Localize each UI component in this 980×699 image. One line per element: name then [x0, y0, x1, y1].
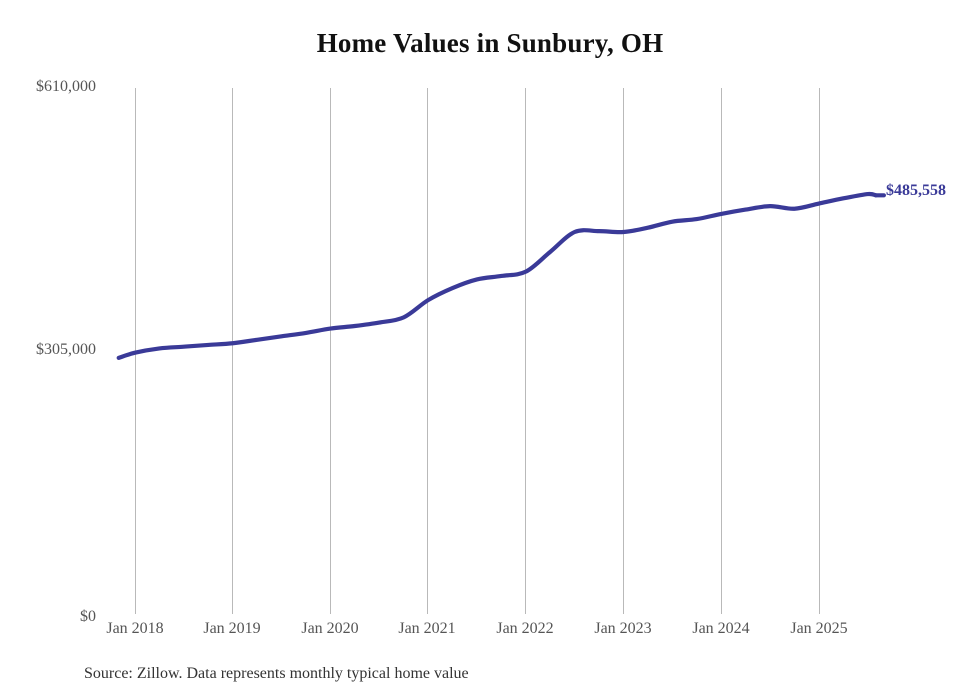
gridline-jan-2025	[819, 88, 820, 614]
x-axis-tick-jan-2021: Jan 2021	[398, 620, 456, 637]
source-note: Source: Zillow. Data represents monthly …	[84, 665, 469, 682]
chart-title: Home Values in Sunbury, OH	[316, 28, 664, 58]
y-axis-tick-top: $610,000	[36, 78, 96, 95]
y-axis-tick-middle: $305,000	[36, 341, 96, 358]
x-axis-tick-jan-2023: Jan 2023	[594, 620, 652, 637]
gridline-jan-2021	[427, 88, 428, 614]
series-end-value-label: $485,558	[886, 182, 946, 199]
gridline-jan-2020	[330, 88, 331, 614]
gridline-jan-2018	[135, 88, 136, 614]
x-axis-tick-jan-2019: Jan 2019	[203, 620, 261, 637]
y-axis-tick-bottom: $0	[80, 608, 96, 625]
x-axis-tick-jan-2020: Jan 2020	[301, 620, 359, 637]
x-axis-tick-jan-2018: Jan 2018	[106, 620, 164, 637]
gridline-jan-2019	[232, 88, 233, 614]
gridline-jan-2022	[525, 88, 526, 614]
x-axis-tick-jan-2024: Jan 2024	[692, 620, 750, 637]
gridline-jan-2024	[721, 88, 722, 614]
x-axis-tick-jan-2022: Jan 2022	[496, 620, 554, 637]
x-axis-tick-jan-2025: Jan 2025	[790, 620, 848, 637]
gridline-jan-2023	[623, 88, 624, 614]
